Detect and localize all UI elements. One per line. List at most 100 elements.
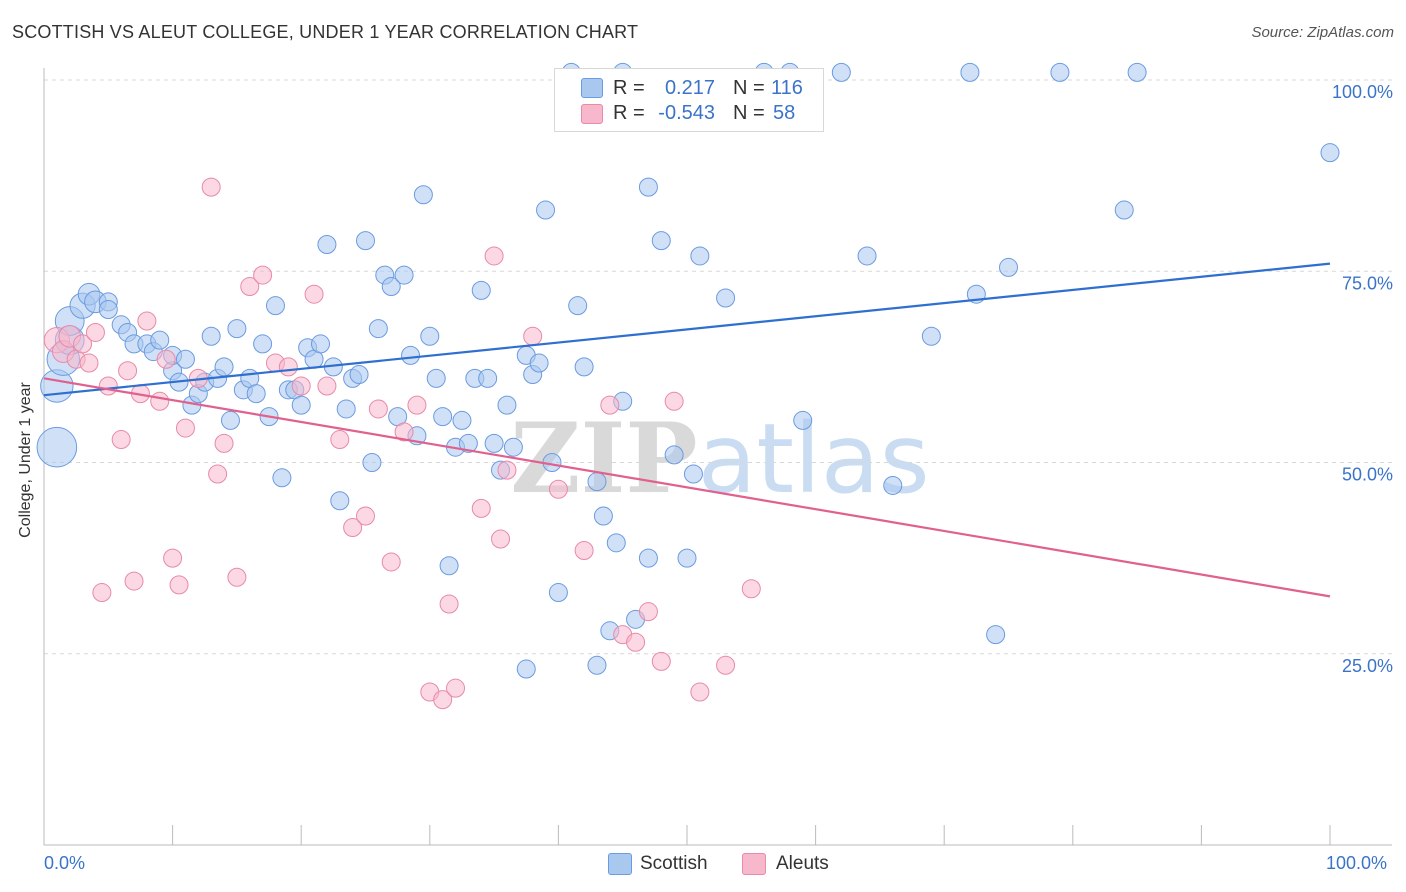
scottish-point <box>638 548 658 568</box>
scottish-point <box>381 277 401 297</box>
aleuts-point <box>169 575 189 595</box>
watermark: ZIPatlas <box>510 402 929 515</box>
source-label: Source: ZipAtlas.com <box>1251 24 1394 41</box>
scottish-point <box>478 368 498 388</box>
aleuts-point <box>304 284 324 304</box>
scottish-point <box>574 357 594 377</box>
aleuts-point <box>111 430 131 450</box>
aleuts-point <box>626 632 646 652</box>
scottish-point <box>253 334 273 354</box>
aleuts-point <box>124 571 144 591</box>
n-value-aleuts: 58 <box>773 102 796 124</box>
scottish-point <box>536 200 556 220</box>
scottish-point <box>150 330 170 350</box>
aleuts-point <box>439 594 459 614</box>
scottish-point <box>587 472 607 492</box>
aleuts-swatch <box>742 853 766 875</box>
scottish-point <box>36 426 78 468</box>
scottish-point <box>362 453 382 472</box>
scottish-point <box>690 246 710 266</box>
scottish-point <box>921 326 941 346</box>
scottish-point <box>175 349 195 369</box>
aleuts-point <box>600 395 620 415</box>
scottish-point <box>452 410 472 430</box>
scottish-point <box>529 353 549 373</box>
scottish-point <box>439 556 459 576</box>
scottish-point <box>548 583 568 603</box>
aleuts-trend-line <box>43 377 1331 598</box>
scottish-point <box>484 433 504 453</box>
legend-row-aleuts: R = -0.543 N = 58 <box>555 101 823 127</box>
aleuts-point <box>381 552 401 572</box>
scottish-point <box>330 491 350 511</box>
scottish-point <box>593 506 613 526</box>
scottish-point <box>265 296 285 316</box>
aleuts-point <box>73 334 93 354</box>
scottish-point <box>420 326 440 346</box>
scottish-point <box>1114 200 1134 220</box>
scottish-point <box>1127 62 1147 82</box>
aleuts-point <box>156 349 176 369</box>
scottish-point <box>716 288 736 308</box>
scottish-point <box>336 399 356 419</box>
scottish-point <box>793 410 813 430</box>
scottish-point <box>458 433 478 453</box>
y-axis-title: College, Under 1 year <box>17 382 34 538</box>
scottish-point <box>683 464 703 484</box>
scottish-point <box>857 246 877 266</box>
scottish-point <box>1320 143 1340 163</box>
scottish-point <box>201 326 221 346</box>
scottish-point <box>883 475 903 495</box>
scottish-point <box>497 395 517 415</box>
r-value-aleuts: -0.543 <box>658 102 715 124</box>
scottish-swatch <box>581 78 603 98</box>
scottish-point <box>651 231 671 251</box>
scottish-point <box>471 280 491 300</box>
aleuts-point <box>214 433 234 453</box>
x-axis-max-label: 100.0% <box>1326 853 1388 873</box>
scottish-point <box>246 384 266 404</box>
scottish-point <box>401 345 421 365</box>
aleuts-point <box>446 678 466 698</box>
aleuts-point <box>574 540 594 560</box>
scottish-point <box>831 62 851 82</box>
aleuts-point <box>330 430 350 450</box>
aleuts-point <box>343 518 363 538</box>
aleuts-point <box>278 357 298 377</box>
scottish-point <box>568 296 588 316</box>
x-axis-min-label: 0.0% <box>44 853 86 873</box>
scottish-point <box>677 548 697 568</box>
aleuts-point <box>85 322 105 342</box>
aleuts-point <box>433 690 453 710</box>
scottish-point <box>664 445 684 465</box>
aleuts-point <box>227 567 247 587</box>
y-tick-label: 25.0% <box>1342 656 1393 676</box>
aleuts-point <box>484 246 504 266</box>
aleuts-point <box>201 177 221 197</box>
y-tick-label: 75.0% <box>1342 273 1393 293</box>
aleuts-point <box>208 464 228 484</box>
aleuts-point <box>471 498 491 518</box>
aleuts-point <box>79 353 99 373</box>
aleuts-point <box>163 548 183 568</box>
aleuts-point <box>741 579 761 599</box>
scottish-point <box>394 265 414 285</box>
scottish-point <box>516 659 536 679</box>
scottish-point <box>349 365 369 385</box>
aleuts-point <box>118 361 138 381</box>
aleuts-point <box>407 395 427 415</box>
aleuts-point <box>651 651 671 671</box>
aleuts-point <box>137 311 157 331</box>
aleuts-point <box>98 376 118 396</box>
aleuts-point <box>491 529 511 549</box>
aleuts-swatch <box>581 104 603 124</box>
aleuts-point <box>253 265 273 285</box>
scottish-point <box>587 655 607 675</box>
aleuts-point <box>548 479 568 499</box>
chart-title: SCOTTISH VS ALEUT COLLEGE, UNDER 1 YEAR … <box>12 22 639 42</box>
scottish-point <box>426 368 446 388</box>
scottish-point <box>98 300 118 319</box>
aleuts-point <box>497 460 517 480</box>
scottish-point <box>606 533 626 553</box>
